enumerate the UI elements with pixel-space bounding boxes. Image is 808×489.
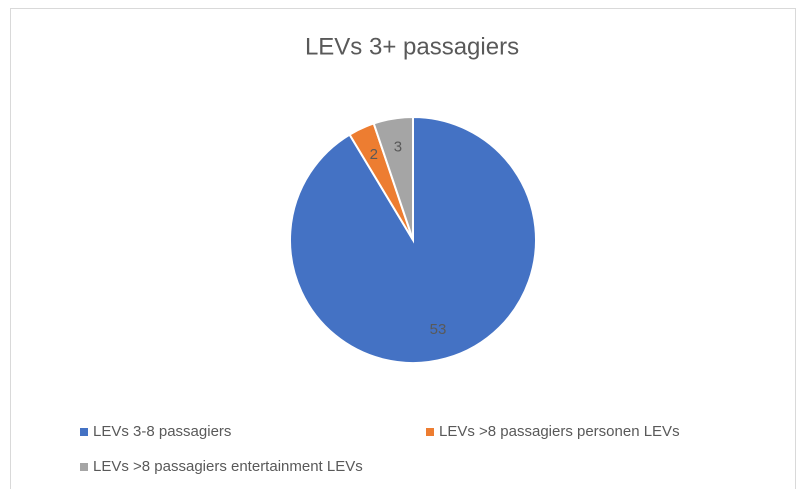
data-label: 3 [394, 139, 402, 156]
legend-label: LEVs 3-8 passagiers [93, 423, 231, 440]
data-label: 2 [370, 146, 378, 163]
legend-marker [80, 463, 88, 471]
legend-marker [426, 428, 434, 436]
legend-label: LEVs >8 passagiers personen LEVs [439, 423, 680, 440]
legend-marker [80, 428, 88, 436]
data-label: 53 [430, 321, 447, 338]
legend-label: LEVs >8 passagiers entertainment LEVs [93, 458, 363, 475]
chart-title: LEVs 3+ passagiers [305, 33, 519, 60]
pie-slice [372, 115, 414, 241]
